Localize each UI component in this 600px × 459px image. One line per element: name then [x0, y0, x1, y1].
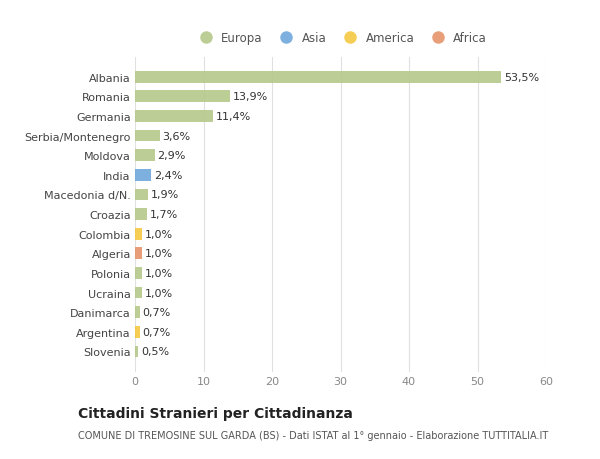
Bar — [135, 111, 213, 123]
Text: 1,0%: 1,0% — [145, 288, 173, 298]
Text: 0,7%: 0,7% — [143, 327, 171, 337]
Text: 2,9%: 2,9% — [158, 151, 186, 161]
Bar — [135, 287, 142, 299]
Bar — [135, 228, 142, 240]
Bar — [135, 346, 139, 358]
Bar — [135, 130, 160, 142]
Bar — [135, 248, 142, 260]
Bar — [135, 268, 142, 279]
Bar — [135, 169, 151, 181]
Text: 2,4%: 2,4% — [154, 170, 182, 180]
Bar — [135, 307, 140, 319]
Text: 1,0%: 1,0% — [145, 229, 173, 239]
Text: 0,7%: 0,7% — [143, 308, 171, 318]
Text: 11,4%: 11,4% — [216, 112, 251, 122]
Bar — [135, 91, 230, 103]
Text: 0,5%: 0,5% — [141, 347, 169, 357]
Text: 1,9%: 1,9% — [151, 190, 179, 200]
Text: 1,7%: 1,7% — [149, 210, 178, 219]
Bar — [135, 189, 148, 201]
Text: COMUNE DI TREMOSINE SUL GARDA (BS) - Dati ISTAT al 1° gennaio - Elaborazione TUT: COMUNE DI TREMOSINE SUL GARDA (BS) - Dat… — [78, 431, 548, 441]
Bar — [135, 72, 502, 84]
Text: 3,6%: 3,6% — [163, 131, 191, 141]
Legend: Europa, Asia, America, Africa: Europa, Asia, America, Africa — [194, 32, 487, 45]
Text: 1,0%: 1,0% — [145, 269, 173, 278]
Text: Cittadini Stranieri per Cittadinanza: Cittadini Stranieri per Cittadinanza — [78, 406, 353, 420]
Text: 53,5%: 53,5% — [504, 73, 539, 83]
Text: 1,0%: 1,0% — [145, 249, 173, 259]
Bar — [135, 209, 146, 220]
Bar — [135, 326, 140, 338]
Text: 13,9%: 13,9% — [233, 92, 268, 102]
Bar — [135, 150, 155, 162]
